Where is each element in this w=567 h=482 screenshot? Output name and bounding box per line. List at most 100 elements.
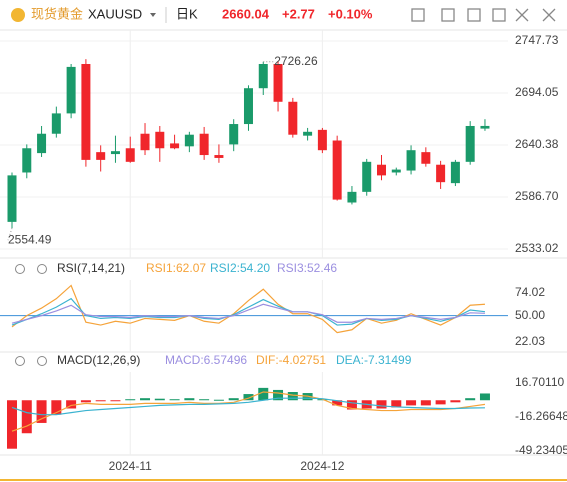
tool-button[interactable] — [467, 8, 481, 22]
macd-bar — [199, 399, 210, 401]
legend-entry: RSI1:62.07 — [146, 261, 206, 275]
candle-body — [288, 101, 298, 135]
toolbar[interactable] — [411, 8, 556, 22]
annotation: 2726.26 — [274, 54, 318, 68]
y-tick-label: 2586.70 — [515, 189, 559, 203]
macd-bar — [479, 393, 490, 401]
macd-bar — [465, 398, 476, 401]
macd-bar — [213, 399, 224, 401]
tool-button[interactable] — [542, 8, 556, 22]
legend-entry: DIF:-4.02751 — [256, 353, 326, 367]
y-tick-label: 16.70110 — [515, 375, 564, 389]
candle-body — [22, 148, 32, 173]
macd-bar — [273, 389, 284, 401]
y-tick-label: 50.00 — [515, 308, 545, 322]
tool-button[interactable] — [515, 8, 529, 22]
rsi-title: RSI(7,14,21) — [57, 261, 125, 275]
settings-icon[interactable] — [37, 356, 47, 366]
macd-bar — [435, 400, 446, 405]
macd-bar — [184, 398, 195, 401]
tool-button[interactable] — [441, 8, 455, 22]
candle-body — [184, 134, 194, 147]
macd-bar — [169, 399, 180, 401]
candle-body — [243, 88, 253, 125]
macd-bar — [332, 400, 343, 406]
tool-button[interactable] — [492, 8, 506, 22]
annotation-leader — [7, 228, 13, 241]
dropdown-arrow[interactable] — [150, 13, 156, 17]
macd-bar — [7, 400, 17, 449]
candle-body — [421, 152, 431, 164]
tool-button[interactable] — [411, 8, 425, 22]
symbol[interactable]: XAUUSD — [88, 6, 142, 21]
macd-bar — [258, 387, 269, 401]
macd-bar — [125, 399, 136, 401]
macd-bar — [154, 398, 165, 401]
change-pct: +0.10% — [328, 6, 373, 21]
candle-body — [125, 148, 135, 162]
candle-body — [214, 155, 224, 158]
candle-body — [480, 125, 490, 129]
candle-body — [155, 131, 165, 149]
change: +2.77 — [282, 6, 315, 21]
candle-body — [436, 164, 446, 183]
macd-bar — [51, 400, 62, 415]
candle-body — [258, 63, 268, 89]
y-tick-label: 2747.73 — [515, 33, 559, 47]
candle-body — [37, 133, 47, 154]
macd-bar — [391, 400, 402, 408]
y-tick-label: 2694.05 — [515, 85, 559, 99]
candle-body — [317, 129, 327, 151]
macd-bar — [450, 400, 461, 403]
candle-body — [7, 175, 17, 222]
x-tick-label: 2024-11 — [109, 459, 152, 473]
candle-body — [465, 125, 475, 162]
macd-bar — [287, 392, 298, 401]
pane-icons[interactable] — [15, 264, 47, 366]
y-tick-label: 74.02 — [515, 285, 545, 299]
settings-icon[interactable] — [15, 356, 25, 366]
candle-body — [406, 150, 416, 171]
macd-title: MACD(12,26,9) — [57, 353, 140, 367]
legend-entry: RSI2:54.20 — [210, 261, 270, 275]
legend-entry: RSI3:52.46 — [277, 261, 337, 275]
period[interactable]: 日K — [176, 6, 198, 21]
macd-bar — [95, 400, 106, 402]
x-tick-label: 2024-12 — [300, 459, 344, 473]
candle-body — [377, 164, 386, 176]
y-tick-label: -49.23405 — [515, 443, 567, 457]
legend-entry: DEA:-7.31499 — [336, 353, 412, 367]
candle-body — [450, 161, 460, 184]
macd-bar — [21, 400, 32, 434]
macd-bar — [66, 400, 77, 409]
candle-body — [96, 152, 106, 160]
macd-bar — [346, 400, 357, 410]
candle-body — [81, 63, 91, 160]
candle-body — [332, 140, 342, 200]
macd-bar — [406, 400, 417, 406]
legend-entry: MACD:6.57496 — [165, 353, 247, 367]
macd-bar — [376, 400, 387, 409]
candle-body — [66, 66, 76, 114]
candle-body — [391, 169, 401, 173]
settings-icon[interactable] — [37, 264, 47, 274]
y-tick-label: -16.26648 — [515, 409, 567, 423]
macd-bar — [228, 398, 239, 401]
macd-bar — [80, 400, 91, 403]
candle-body — [229, 124, 239, 145]
macd-bar — [110, 400, 121, 402]
candle-body — [273, 63, 283, 102]
indicator-line — [11, 397, 485, 416]
indicator-line — [11, 303, 485, 324]
macd-bar — [140, 398, 151, 401]
y-tick-label: 22.03 — [515, 334, 545, 348]
settings-icon[interactable] — [15, 264, 25, 274]
macd-bar — [36, 400, 47, 423]
candle-body — [347, 191, 357, 203]
candle-body — [140, 133, 150, 151]
y-tick-label: 2640.38 — [515, 137, 559, 151]
candle-body — [51, 113, 61, 134]
gold-icon — [11, 8, 25, 22]
